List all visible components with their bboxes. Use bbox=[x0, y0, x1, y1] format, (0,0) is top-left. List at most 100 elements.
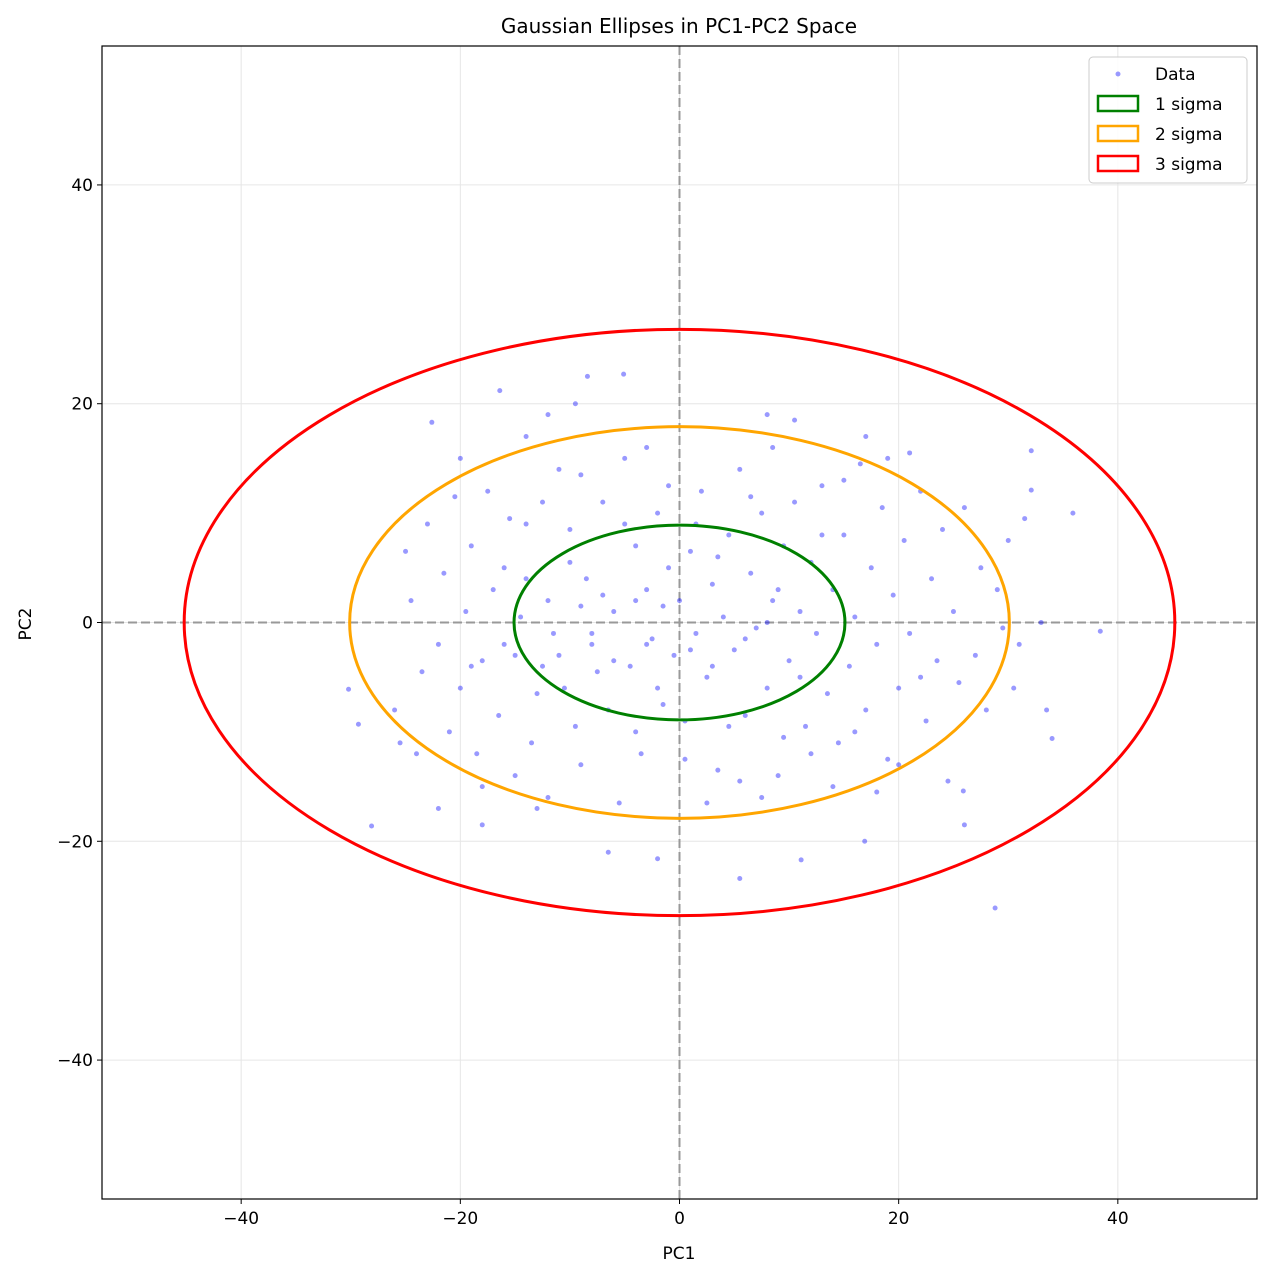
data-point bbox=[572, 723, 578, 729]
legend-label-3sigma: 3 sigma bbox=[1155, 155, 1223, 175]
data-point bbox=[567, 559, 573, 565]
data-point bbox=[369, 823, 375, 829]
data-point bbox=[808, 751, 814, 757]
data-point bbox=[1038, 620, 1044, 625]
data-point bbox=[803, 723, 809, 729]
data-point bbox=[994, 587, 1000, 593]
data-point bbox=[693, 630, 699, 636]
data-point bbox=[704, 674, 710, 680]
data-point bbox=[704, 800, 710, 806]
data-point bbox=[960, 788, 966, 794]
data-point bbox=[972, 652, 978, 658]
data-point bbox=[863, 434, 869, 440]
data-point bbox=[720, 614, 726, 620]
data-point bbox=[709, 663, 715, 669]
data-point bbox=[748, 570, 754, 576]
data-point bbox=[512, 773, 518, 779]
x-tick-label: −20 bbox=[442, 1209, 478, 1229]
data-point bbox=[435, 805, 441, 811]
data-point bbox=[578, 472, 584, 478]
data-point bbox=[896, 685, 902, 691]
data-point bbox=[518, 614, 524, 620]
data-point bbox=[655, 685, 661, 691]
data-point bbox=[627, 663, 633, 669]
data-point bbox=[523, 576, 529, 582]
chart-title: Gaussian Ellipses in PC1-PC2 Space bbox=[501, 14, 857, 38]
data-point bbox=[824, 691, 830, 697]
data-point bbox=[403, 548, 409, 554]
data-point bbox=[578, 762, 584, 768]
data-point bbox=[644, 587, 650, 593]
data-point bbox=[742, 636, 748, 642]
data-point bbox=[666, 565, 672, 571]
data-point bbox=[983, 707, 989, 713]
data-point bbox=[775, 587, 781, 593]
data-point bbox=[1028, 448, 1034, 454]
data-point bbox=[534, 691, 540, 697]
data-point bbox=[961, 822, 967, 828]
data-point bbox=[463, 609, 469, 615]
legend-marker-data bbox=[1115, 71, 1121, 77]
legend-label-1sigma: 1 sigma bbox=[1155, 95, 1223, 115]
data-point bbox=[764, 412, 770, 418]
data-point bbox=[1044, 707, 1050, 713]
data-point bbox=[567, 527, 573, 533]
data-point bbox=[496, 712, 502, 718]
data-point bbox=[600, 592, 606, 598]
data-point bbox=[682, 756, 688, 762]
data-point bbox=[616, 800, 622, 806]
data-point bbox=[764, 685, 770, 691]
data-point bbox=[497, 388, 503, 394]
data-point bbox=[797, 609, 803, 615]
data-point bbox=[1028, 487, 1034, 493]
data-point bbox=[956, 680, 962, 686]
data-point bbox=[556, 466, 562, 472]
data-point bbox=[687, 548, 693, 554]
data-point bbox=[852, 614, 858, 620]
legend-marker-1sigma bbox=[1096, 94, 1140, 113]
data-point bbox=[507, 516, 513, 522]
data-point bbox=[589, 641, 595, 647]
data-point bbox=[1000, 625, 1006, 631]
legend-box bbox=[1088, 56, 1248, 184]
data-point bbox=[621, 371, 627, 377]
x-tick-label: 0 bbox=[674, 1209, 685, 1229]
data-point bbox=[852, 729, 858, 735]
data-point bbox=[457, 455, 463, 461]
data-point bbox=[660, 603, 666, 609]
data-point bbox=[885, 455, 891, 461]
data-point bbox=[490, 587, 496, 593]
data-point bbox=[907, 630, 913, 636]
data-point bbox=[485, 488, 491, 494]
data-point bbox=[781, 734, 787, 740]
data-point bbox=[457, 685, 463, 691]
data-point bbox=[633, 598, 639, 604]
data-point bbox=[797, 674, 803, 680]
data-point bbox=[1049, 735, 1055, 741]
data-point bbox=[737, 466, 743, 472]
data-point bbox=[918, 674, 924, 680]
data-point bbox=[540, 663, 546, 669]
data-point bbox=[611, 609, 617, 615]
data-point bbox=[545, 412, 551, 418]
data-point bbox=[512, 652, 518, 658]
data-point bbox=[731, 647, 737, 653]
data-point bbox=[346, 686, 352, 692]
data-point bbox=[863, 707, 869, 713]
data-point bbox=[583, 576, 589, 582]
data-point bbox=[737, 778, 743, 784]
data-point bbox=[441, 570, 447, 576]
data-point bbox=[408, 598, 414, 604]
data-point bbox=[874, 641, 880, 647]
data-point bbox=[660, 702, 666, 708]
data-point bbox=[759, 795, 765, 801]
data-point bbox=[550, 630, 556, 636]
data-point bbox=[633, 543, 639, 549]
data-point bbox=[424, 521, 430, 527]
ellipse-3-sigma bbox=[182, 327, 1177, 918]
data-point bbox=[890, 592, 896, 598]
data-point bbox=[901, 537, 907, 543]
data-point bbox=[446, 729, 452, 735]
data-point bbox=[666, 483, 672, 489]
